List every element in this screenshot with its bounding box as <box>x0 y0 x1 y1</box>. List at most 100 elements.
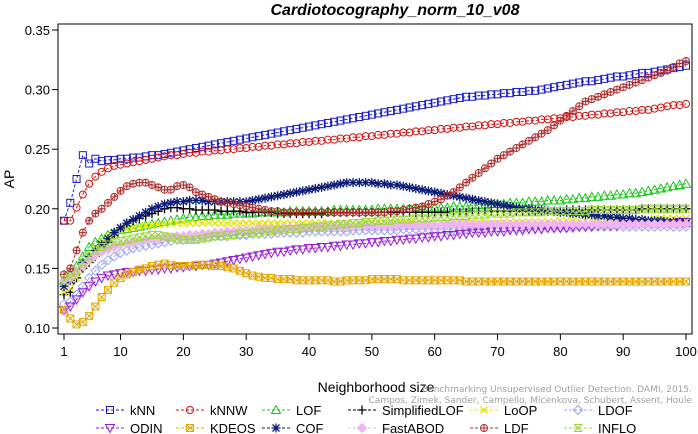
point-cof <box>599 211 609 221</box>
point-lof <box>536 196 547 206</box>
point-inflo <box>480 210 490 219</box>
point-knn <box>261 130 270 139</box>
point-inflo <box>404 215 415 224</box>
point-knnw <box>638 105 647 114</box>
point-knn <box>374 109 383 118</box>
point-lof <box>209 209 221 219</box>
point-cof <box>97 240 107 250</box>
point-ldf <box>418 202 427 211</box>
x-tick-label: 70 <box>490 344 504 359</box>
point-knnw <box>147 154 156 163</box>
point-ldof <box>140 240 151 251</box>
legend-label-ldof: LDOF <box>598 403 633 418</box>
point-inflo <box>637 204 647 213</box>
point-odin <box>240 253 252 264</box>
point-knnw <box>160 152 169 161</box>
legend-label-cof: COF <box>296 421 324 434</box>
point-knn <box>606 73 615 82</box>
point-ldof <box>127 242 139 254</box>
point-lof <box>234 208 246 218</box>
point-knn <box>625 71 634 80</box>
point-odin <box>247 252 258 262</box>
point-ldf <box>273 207 282 216</box>
point-knnw <box>336 134 345 143</box>
point-loop <box>273 219 282 228</box>
point-ldf <box>235 201 244 210</box>
point-cof <box>128 215 138 225</box>
point-lof <box>554 194 566 205</box>
point-odin <box>322 242 334 253</box>
point-inflo <box>587 205 597 214</box>
point-cof <box>411 184 421 194</box>
point-cof <box>323 181 333 191</box>
point-odin <box>423 233 434 243</box>
point-knnw <box>204 147 213 156</box>
point-knnw <box>656 103 665 112</box>
point-odin <box>429 232 441 242</box>
point-knn <box>198 142 207 151</box>
point-ldf <box>97 204 106 213</box>
point-loop <box>122 225 131 234</box>
point-loop <box>210 219 219 228</box>
legend-label-lof: LOF <box>296 403 321 418</box>
point-odin <box>335 241 346 252</box>
point-knn <box>587 77 596 86</box>
point-ldof <box>341 226 352 237</box>
point-odin <box>284 246 296 257</box>
point-knnw <box>298 138 307 147</box>
point-ldf <box>537 129 546 138</box>
point-knnw <box>399 128 408 137</box>
point-odin <box>102 271 114 282</box>
point-loop <box>223 219 232 228</box>
point-odin <box>448 231 459 241</box>
point-lof <box>121 223 133 234</box>
point-loop <box>204 219 213 228</box>
point-inflo <box>631 205 641 214</box>
point-kdeos <box>682 277 690 286</box>
legend-item-loop: LoOP <box>470 403 537 418</box>
point-inflo <box>467 210 478 219</box>
point-odin <box>379 236 390 247</box>
point-knn <box>78 151 87 160</box>
point-loop <box>229 219 238 228</box>
point-knn <box>122 154 131 163</box>
point-inflo <box>574 207 584 216</box>
point-inflo <box>593 205 603 214</box>
point-inflo <box>128 234 138 243</box>
point-knnw <box>424 126 433 135</box>
point-inflo <box>429 213 440 222</box>
point-cof <box>587 210 597 220</box>
legend-symbol-loop <box>480 406 488 414</box>
legend-item-inflo: INFLO <box>564 421 636 434</box>
point-knnw <box>85 179 94 188</box>
point-knnw <box>430 126 439 135</box>
point-loop <box>242 219 251 228</box>
point-inflo <box>329 221 339 230</box>
point-lof <box>573 192 585 203</box>
point-ldf <box>91 209 100 218</box>
point-ldf <box>116 186 125 195</box>
point-cof <box>405 182 415 192</box>
point-knnw <box>210 146 219 155</box>
point-knnw <box>361 132 370 141</box>
point-ldf <box>242 202 251 211</box>
point-cof <box>204 197 214 207</box>
point-odin <box>115 269 126 279</box>
point-cof <box>59 281 69 291</box>
point-inflo <box>178 235 189 244</box>
point-knn <box>474 91 483 100</box>
point-inflo <box>442 213 452 222</box>
point-cof <box>461 193 471 203</box>
point-cof <box>354 178 364 188</box>
point-inflo <box>342 220 352 229</box>
x-tick-label: 30 <box>239 344 253 359</box>
point-odin <box>372 238 384 248</box>
point-ldf <box>474 169 483 178</box>
point-knn <box>85 159 94 168</box>
point-knn <box>524 86 533 95</box>
point-knnw <box>669 101 678 110</box>
point-ldf <box>380 208 389 217</box>
y-tick-label: 0.15 <box>25 261 50 276</box>
point-ldof <box>460 223 472 235</box>
